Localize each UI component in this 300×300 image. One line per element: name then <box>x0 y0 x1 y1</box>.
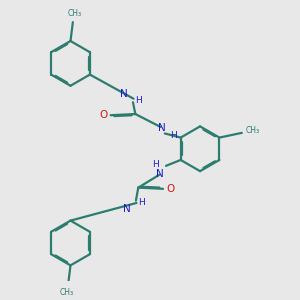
Text: N: N <box>120 89 128 99</box>
Text: O: O <box>166 184 174 194</box>
Text: H: H <box>153 160 159 169</box>
Text: N: N <box>156 169 164 178</box>
Text: N: N <box>158 123 166 133</box>
Text: H: H <box>135 96 142 105</box>
Text: CH₃: CH₃ <box>59 288 74 297</box>
Text: CH₃: CH₃ <box>245 126 260 135</box>
Text: N: N <box>123 204 130 214</box>
Text: CH₃: CH₃ <box>68 9 82 18</box>
Text: O: O <box>99 110 108 120</box>
Text: H: H <box>170 131 177 140</box>
Text: H: H <box>138 198 145 207</box>
